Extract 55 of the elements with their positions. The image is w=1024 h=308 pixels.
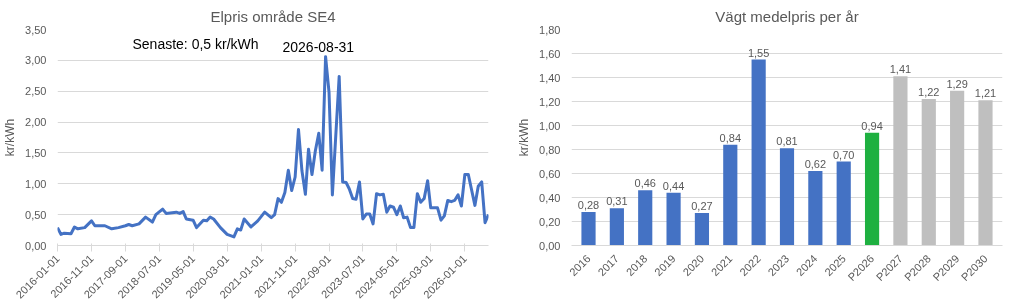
bar [808, 171, 823, 246]
bar [779, 148, 795, 246]
line-series [57, 55, 489, 239]
y-tick-label: 0,60 [539, 167, 561, 180]
y-tick-label: 0,50 [25, 208, 47, 221]
data-label: 1,22 [918, 86, 940, 99]
y-tick-label: 1,20 [539, 95, 561, 108]
bar [581, 211, 596, 246]
data-label: 0,70 [833, 148, 855, 161]
annotation: 2026-08-31 [282, 38, 355, 55]
bar [893, 76, 908, 246]
bar [638, 190, 653, 246]
data-label: 0,27 [691, 200, 713, 213]
data-label: 1,41 [889, 63, 912, 76]
y-tick-label: 0,20 [539, 215, 561, 228]
data-label: 0,31 [606, 195, 628, 208]
annotation: Senaste: 0,5 kr/kWh [132, 35, 259, 52]
bar [666, 192, 681, 246]
data-label: 1,55 [747, 46, 770, 59]
chart-title: Vägt medelpris per år [715, 7, 859, 25]
bar [864, 132, 880, 246]
bar [978, 100, 993, 246]
bar [921, 99, 936, 246]
data-label: 0,28 [577, 198, 600, 211]
y-tick-label: 1,50 [25, 146, 47, 159]
data-label: 1,21 [974, 87, 997, 100]
y-tick-label: 2,50 [25, 85, 47, 98]
data-label: 0,84 [719, 131, 742, 144]
chart-title: Elpris område SE4 [210, 7, 336, 25]
bar [609, 208, 624, 246]
data-label: 0,81 [776, 135, 798, 148]
y-axis-title: kr/kWh [517, 118, 532, 157]
bar [723, 144, 738, 246]
y-axis-title: kr/kWh [3, 118, 18, 157]
data-label: 0,46 [634, 177, 656, 190]
y-tick-label: 1,40 [539, 71, 561, 84]
bar [950, 90, 965, 246]
y-tick-label: 0,80 [539, 143, 561, 156]
data-label: 0,94 [861, 119, 883, 132]
bar [694, 213, 710, 246]
y-tick-label: 1,60 [539, 47, 561, 60]
y-tick-label: 1,00 [25, 177, 47, 190]
y-tick-label: 0,40 [539, 191, 561, 204]
y-tick-label: 1,00 [539, 119, 561, 132]
y-tick-label: 1,80 [539, 23, 561, 36]
y-tick-label: 0,00 [25, 239, 47, 252]
data-label: 0,44 [662, 179, 685, 192]
y-tick-label: 3,50 [25, 23, 47, 36]
data-label: 1,29 [946, 77, 968, 90]
y-tick-label: 2,00 [25, 116, 47, 129]
y-tick-label: 0,00 [539, 239, 561, 252]
bar [836, 161, 851, 246]
y-tick-label: 3,00 [25, 54, 47, 67]
data-label: 0,62 [804, 158, 827, 171]
bar [751, 59, 766, 246]
